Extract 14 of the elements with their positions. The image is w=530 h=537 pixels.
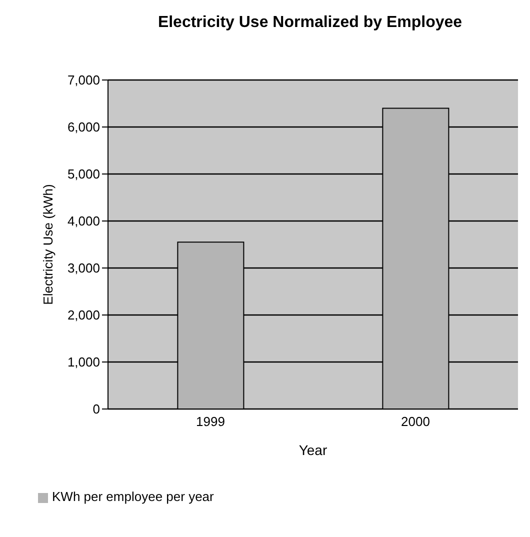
x-tick-label: 2000 [401,414,430,430]
y-tick-label: 1,000 [67,354,100,370]
legend-label: KWh per employee per year [52,489,214,504]
chart-title: Electricity Use Normalized by Employee [156,14,464,33]
y-tick-label: 2,000 [67,308,100,323]
y-tick-label: 0 [92,402,100,417]
y-tick-label: 7,000 [67,72,100,88]
x-tick-label: 1999 [196,414,225,430]
x-axis-title: Year [298,442,328,458]
y-tick-label: 6,000 [67,120,100,135]
y-tick-label: 5,000 [67,166,100,182]
y-axis-title: Electricity Use (kWh) [40,184,56,305]
y-tick-label: 4,000 [67,214,100,229]
y-tick-label: 3,000 [67,260,100,276]
